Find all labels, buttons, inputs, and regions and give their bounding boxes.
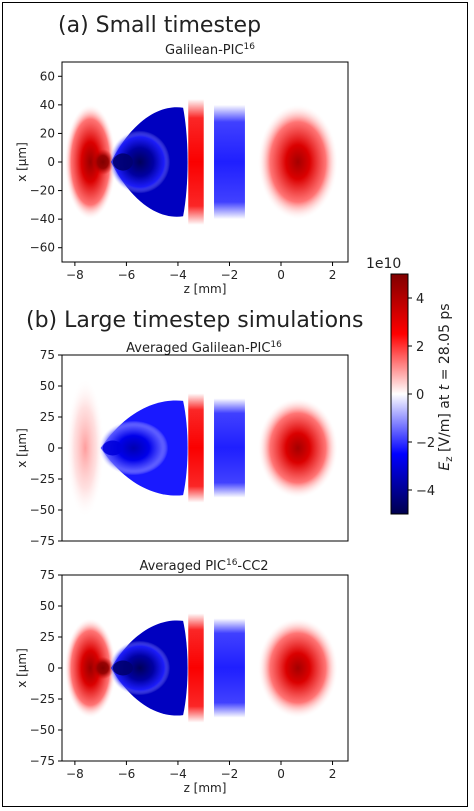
x-tick-label: −4: [169, 268, 187, 282]
x-axis-label: z [mm]: [184, 282, 227, 296]
blue-band: [214, 618, 245, 718]
y-tick-label: −60: [30, 241, 55, 255]
red-lobe: [64, 104, 116, 220]
y-tick-label: 25: [40, 630, 55, 644]
x-tick-label: −8: [66, 268, 84, 282]
x-tick-label: 0: [277, 268, 285, 282]
blue-cone-core: [109, 640, 171, 696]
y-tick-label: 0: [47, 155, 55, 169]
y-tick-label: 25: [40, 410, 55, 424]
red-ellipse: [258, 618, 338, 718]
panel2-title: Averaged Galilean-PIC16: [126, 340, 282, 356]
section-b-heading: (b) Large timestep simulations: [26, 308, 363, 333]
x-tick-label: −2: [221, 767, 239, 781]
y-tick-label: −50: [30, 503, 55, 517]
y-axis-label: x [μm]: [15, 648, 29, 688]
blue-band: [214, 104, 245, 220]
y-tick-label: 40: [40, 98, 55, 112]
colorbar: 4 2 0 −2 −4: [390, 273, 435, 515]
y-tick-label: 0: [47, 661, 55, 675]
red-lobe: [66, 379, 104, 517]
panel3-title: Averaged PIC16-CC2: [139, 558, 268, 574]
colorbar-tick-label: 2: [416, 340, 424, 355]
y-tick-label: 75: [40, 348, 55, 362]
colorbar-ramp: [390, 273, 409, 515]
red-ellipse: [258, 398, 338, 498]
y-tick-label: −75: [30, 754, 55, 768]
section-a-heading: (a) Small timestep: [58, 13, 261, 38]
x-tick-label: 2: [329, 767, 337, 781]
y-tick-label: −75: [30, 534, 55, 548]
y-tick-label: −40: [30, 212, 55, 226]
y-axis-label: x [μm]: [15, 428, 29, 468]
dark-core: [91, 656, 114, 680]
blue-cone-core: [109, 130, 171, 194]
colorbar-tick-label: 0: [416, 388, 424, 403]
blue-band: [214, 398, 245, 498]
colorbar-tick-label: −2: [416, 436, 435, 451]
y-tick-label: 50: [40, 599, 55, 613]
blue-cone-core: [98, 420, 169, 476]
heatmap-body: [64, 99, 338, 225]
dark-core: [91, 149, 114, 175]
colorbar-tick-label: −4: [416, 484, 435, 499]
x-axis-label: z [mm]: [184, 781, 227, 795]
heatmap-body: [66, 379, 338, 517]
x-tick-label: 2: [329, 268, 337, 282]
x-tick-label: −8: [66, 767, 84, 781]
y-axis-label: x [μm]: [15, 142, 29, 182]
x-tick-label: −6: [118, 268, 136, 282]
red-ellipse: [258, 104, 338, 220]
figure-frame: [2, 2, 468, 807]
x-tick-label: −6: [118, 767, 136, 781]
y-tick-label: −25: [30, 692, 55, 706]
panel1-title: Galilean-PIC16: [165, 42, 255, 58]
colorbar-label-rest: [V/m] at: [437, 390, 453, 456]
y-tick-label: 60: [40, 69, 55, 83]
colorbar-tick-label: 4: [416, 292, 424, 307]
red-band: [188, 393, 204, 503]
heatmap-body: [64, 613, 338, 723]
y-tick-label: −25: [30, 472, 55, 486]
panel-averaged-galilean: 75 50 25 0 −25 −50 −75 x [μm]: [15, 348, 349, 548]
y-tick-label: 75: [40, 568, 55, 582]
colorbar-label: Ez [V/m] at t = 28.05 ps: [437, 303, 455, 470]
x-tick-label: −2: [221, 268, 239, 282]
y-tick-label: −50: [30, 723, 55, 737]
colorbar-exponent: 1e10: [366, 256, 401, 272]
y-tick-label: 20: [40, 126, 55, 140]
panel-averaged-cc2: 75 50 25 0 −25 −50 −75 −8 −6 −4 −2 0 2 x [μm] z [mm]: [15, 568, 349, 795]
y-tick-label: 0: [47, 441, 55, 455]
red-band: [188, 99, 204, 225]
x-tick-label: 0: [277, 767, 285, 781]
red-band: [188, 613, 204, 723]
y-tick-label: 50: [40, 379, 55, 393]
y-tick-label: −20: [30, 184, 55, 198]
red-lobe: [64, 618, 116, 718]
x-tick-label: −4: [169, 767, 187, 781]
